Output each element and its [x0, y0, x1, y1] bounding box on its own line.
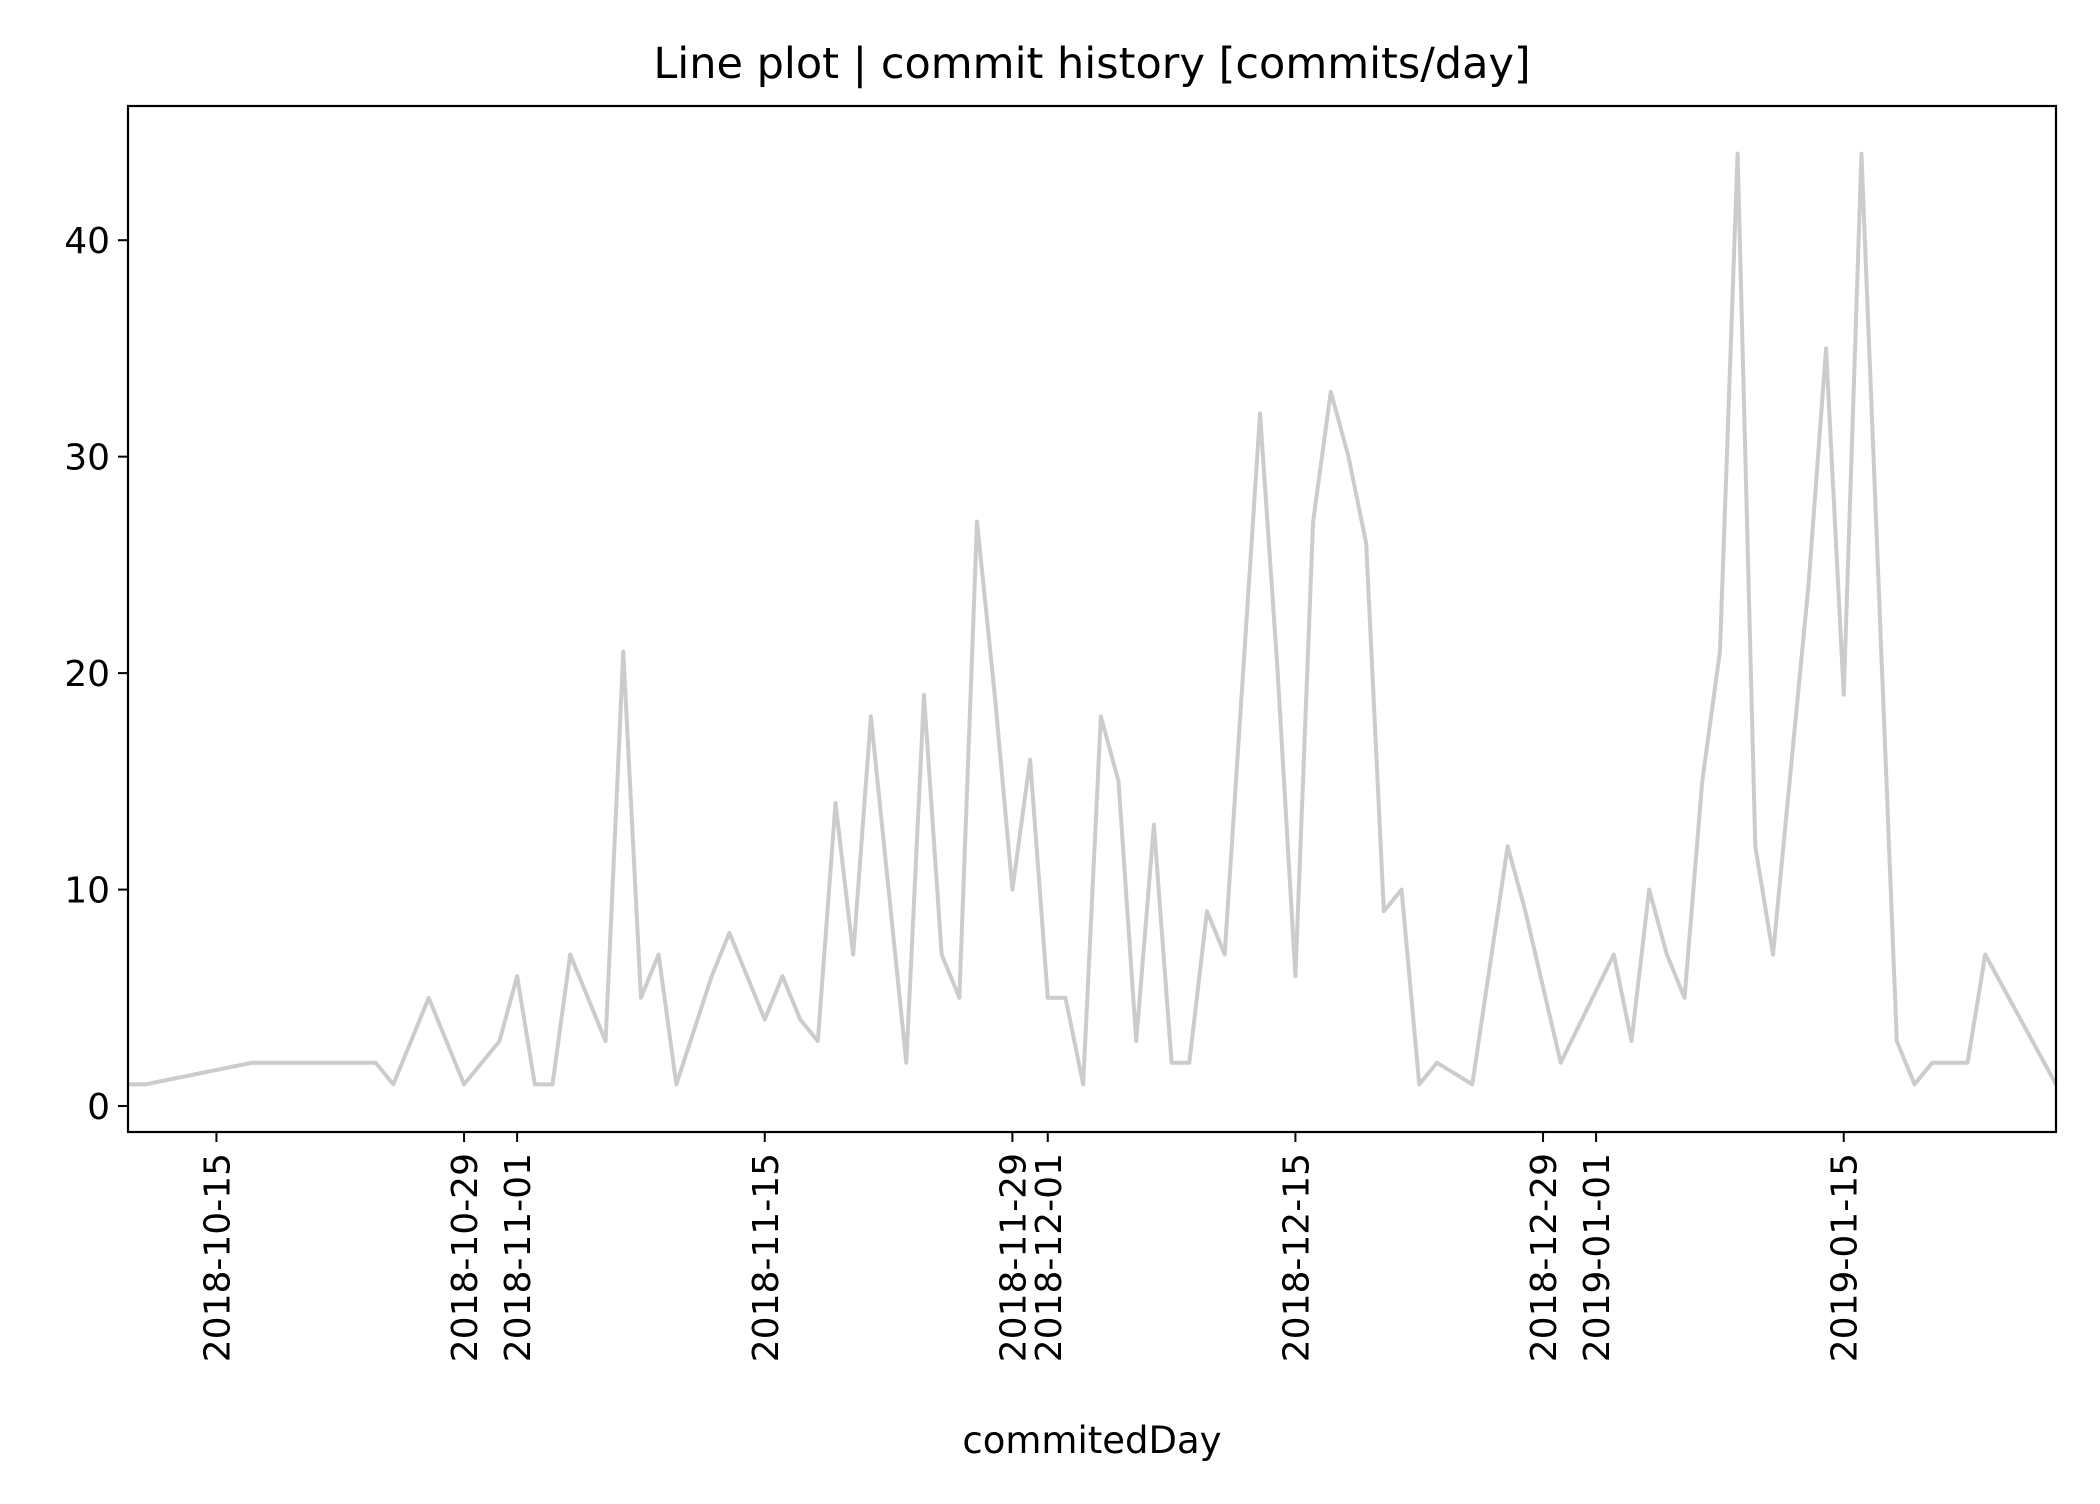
plot-frame [126, 104, 2058, 1134]
y-tick-label: 30 [64, 438, 110, 479]
y-tick-label: 10 [64, 871, 110, 912]
x-tick-label: 2018-10-15 [197, 1153, 238, 1362]
x-tick-label: 2019-01-01 [1577, 1153, 1618, 1362]
series-layer [128, 151, 2058, 1087]
chart-title: Line plot | commit history [commits/day] [653, 39, 1530, 89]
y-tick-label: 40 [64, 221, 110, 262]
x-tick-label: 2018-12-29 [1524, 1153, 1565, 1362]
x-tick-label: 2018-11-15 [746, 1153, 787, 1362]
x-axis: 2018-10-15 2018-10-29 2018-11-01 2018-11-15… [197, 1132, 1866, 1362]
y-tick-label: 0 [87, 1087, 110, 1128]
x-tick-label: 2018-11-29 [993, 1153, 1034, 1362]
x-axis-title: commitedDay [962, 1419, 1221, 1462]
plot-area-background [128, 106, 2056, 1132]
series-line-1 [128, 151, 2058, 1087]
x-tick-label: 2018-12-01 [1029, 1153, 1070, 1362]
x-tick-label: 2019-01-15 [1825, 1153, 1866, 1362]
y-tick-label: 20 [64, 654, 110, 695]
x-tick-label: 2018-11-01 [498, 1153, 539, 1362]
x-tick-label: 2018-12-15 [1276, 1153, 1317, 1362]
x-tick-label: 2018-10-29 [445, 1153, 486, 1362]
y-axis: 0 10 20 30 40 [64, 221, 128, 1128]
